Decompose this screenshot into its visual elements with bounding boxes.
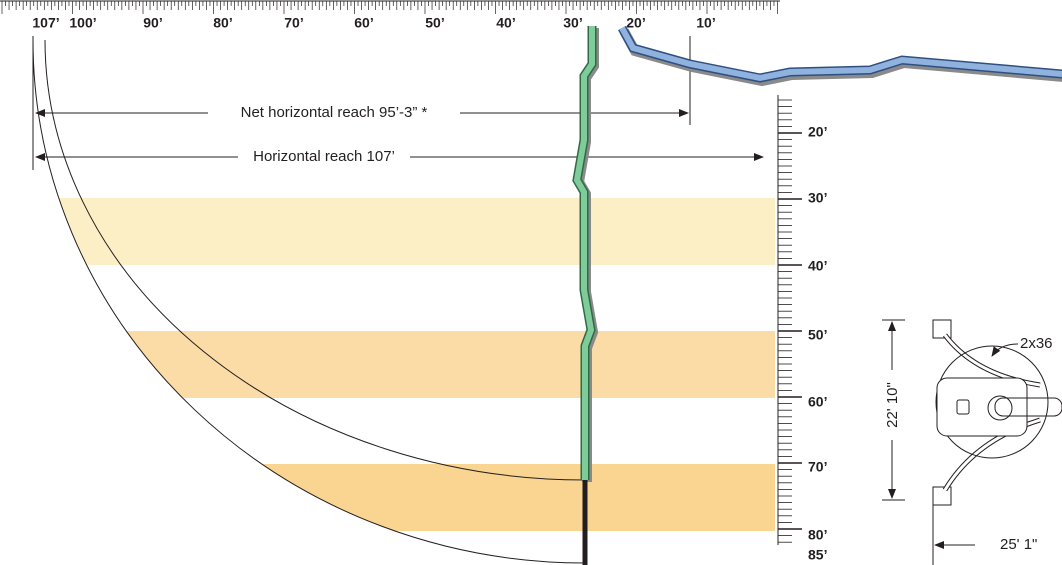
top-ruler-label: 50’ bbox=[425, 15, 444, 31]
top-ruler-label: 30’ bbox=[563, 15, 582, 31]
outrigger-pad bbox=[932, 319, 952, 339]
top-ruler-label: 90’ bbox=[143, 15, 162, 31]
label-bg bbox=[238, 147, 410, 167]
top-ruler-label: 20’ bbox=[626, 15, 645, 31]
boom bbox=[573, 26, 595, 480]
side-ruler-label: 20’ bbox=[808, 124, 827, 140]
reach-band bbox=[33, 198, 775, 265]
side-ruler-label: 85’ bbox=[808, 547, 827, 563]
side-ruler-label: 60’ bbox=[808, 394, 827, 410]
outrigger-leg bbox=[943, 334, 1041, 387]
top-ruler-label: 40’ bbox=[496, 15, 515, 31]
reach-band bbox=[33, 331, 775, 398]
callout-label: 2x36 bbox=[1020, 335, 1053, 352]
top-ruler-label: 10’ bbox=[696, 15, 715, 31]
bands bbox=[33, 198, 775, 531]
top-ruler-label: 70’ bbox=[284, 15, 303, 31]
net-reach-label: Net horizontal reach 95’-3” * bbox=[241, 104, 428, 121]
outrigger-pad bbox=[932, 486, 952, 506]
turret bbox=[987, 395, 1013, 421]
width-label: 22' 10" bbox=[884, 382, 901, 428]
boom bbox=[619, 26, 1062, 82]
side-ruler-label: 80’ bbox=[808, 527, 827, 543]
outer-arc bbox=[32, 39, 586, 564]
side-ruler-label: 30’ bbox=[808, 190, 827, 206]
cab bbox=[956, 399, 970, 415]
truck-body bbox=[936, 377, 1028, 437]
reach-band bbox=[33, 464, 775, 531]
top-ruler-label: 100’ bbox=[69, 15, 96, 31]
top-ruler-label: 80’ bbox=[213, 15, 232, 31]
reach-label: Horizontal reach 107’ bbox=[253, 148, 395, 165]
label-bg bbox=[208, 103, 460, 123]
top-ruler-label: 107’ bbox=[32, 15, 59, 31]
slew-circle bbox=[935, 345, 1049, 459]
top-ruler-label: 60’ bbox=[354, 15, 373, 31]
side-ruler-label: 70’ bbox=[808, 459, 827, 475]
length-label: 25' 1" bbox=[1000, 536, 1037, 553]
label-bg bbox=[885, 370, 901, 440]
boom-stow bbox=[994, 397, 1062, 417]
inner-arc bbox=[44, 39, 586, 481]
callout bbox=[991, 343, 1019, 357]
side-ruler-label: 40’ bbox=[808, 258, 827, 274]
side-ruler-label: 50’ bbox=[808, 327, 827, 343]
